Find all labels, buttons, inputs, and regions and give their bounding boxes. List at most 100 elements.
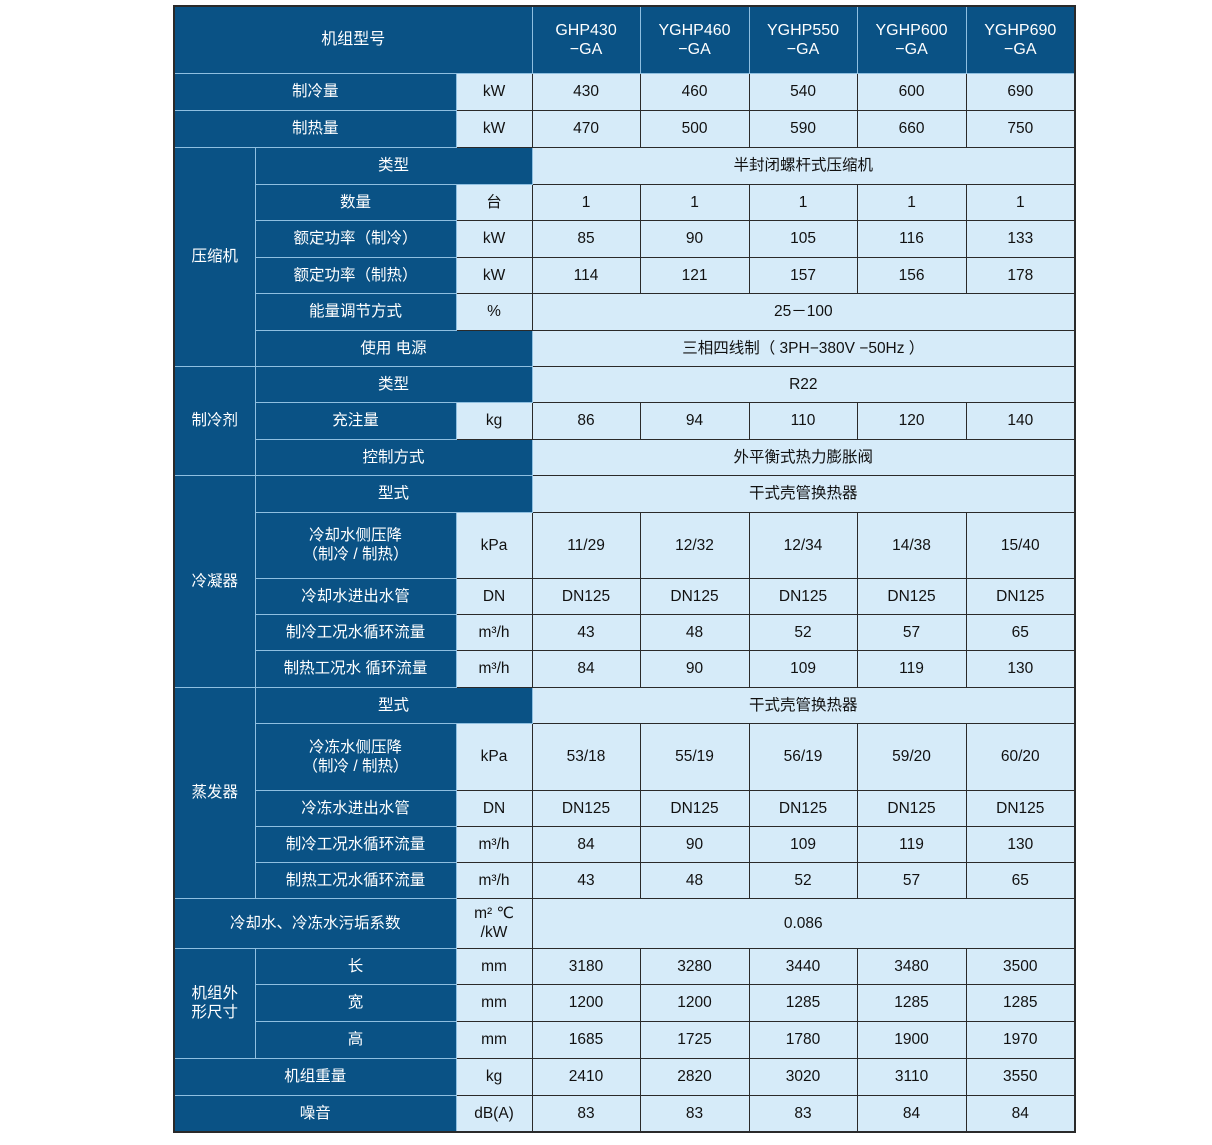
table-row: 额定功率（制热） kW 114 121 157 156 178 — [174, 256, 1076, 294]
spec-table: 机组型号 GHP430 −GA YGHP460 −GA YGHP550 −GA YGHP… — [173, 5, 1077, 1133]
unit-cell: m³/h — [455, 649, 533, 688]
value-cell: 3180 — [531, 947, 641, 985]
row-label: 冷冻水进出水管 — [254, 789, 457, 827]
table-row: 冷冻水侧压降 （制冷 / 制热） kPa 53/18 55/19 56/19 59/20 6… — [174, 722, 1076, 791]
table-row: 制热工况水 循环流量 m³/h 84 90 109 119 130 — [174, 649, 1076, 688]
value-cell: 600 — [856, 72, 967, 111]
value-cell: DN125 — [531, 577, 641, 615]
value-cell: DN125 — [748, 789, 858, 827]
row-label: 型式 — [254, 686, 533, 724]
unit-cell: kg — [455, 1057, 533, 1096]
value-cell: 1285 — [965, 983, 1076, 1022]
unit-cell: kW — [455, 72, 533, 111]
value-cell: 11/29 — [531, 511, 641, 579]
value-cell: 156 — [856, 256, 967, 294]
value-cell: 94 — [639, 401, 750, 440]
table-row: 蒸发器 型式 干式壳管换热器 — [173, 686, 1076, 899]
value-cell: 690 — [965, 72, 1076, 111]
row-label: 长 — [254, 947, 457, 985]
unit-cell: % — [455, 292, 533, 331]
value-cell: 83 — [531, 1094, 641, 1133]
value-cell: 1780 — [748, 1020, 858, 1059]
header-model-label: 机组型号 — [173, 5, 533, 74]
value-cell: DN125 — [639, 577, 750, 615]
value-cell: 130 — [965, 825, 1076, 863]
value-cell: 57 — [856, 613, 967, 651]
unit-cell: mm — [455, 983, 533, 1022]
table-row: 数量台 1 1 1 1 1 — [174, 183, 1076, 221]
table-row: 制冷工况水循环流量 m³/h 43 48 52 57 65 — [174, 613, 1076, 651]
value-cell: DN125 — [531, 789, 641, 827]
group-label: 制冷剂 — [173, 365, 256, 476]
table-row: 机组重量 kg 2410 2820 3020 3110 3550 — [173, 1057, 1076, 1096]
value-cell: 84 — [531, 649, 641, 688]
unit-cell: m³/h — [455, 825, 533, 863]
value-cell: 52 — [748, 861, 858, 899]
value-cell: 53/18 — [531, 722, 641, 791]
value-cell: 3110 — [856, 1057, 967, 1096]
value-cell-merged: 外平衡式热力膨胀阀 — [531, 438, 1076, 476]
value-cell: 2410 — [531, 1057, 641, 1096]
table-row: 压缩机 类型 半封闭螺杆式压缩机 — [173, 146, 1076, 367]
table-row: 制冷量 kW 430 460 540 600 690 — [173, 72, 1076, 111]
value-cell: 750 — [965, 109, 1076, 148]
value-cell-merged: 0.086 — [531, 897, 1076, 949]
table-row: 制冷工况水循环流量 m³/h 84 90 109 119 130 — [174, 825, 1076, 863]
value-cell: 52 — [748, 613, 858, 651]
value-cell: 1 — [748, 183, 858, 221]
row-label: 制热工况水循环流量 — [254, 861, 457, 899]
value-cell: 85 — [531, 219, 641, 258]
model-header: YGHP460 −GA — [639, 5, 750, 74]
table-row: 冷却水、冷冻水污垢系数 m² ℃ /kW 0.086 — [173, 897, 1076, 949]
value-cell: DN125 — [965, 577, 1076, 615]
row-label: 冷却水进出水管 — [254, 577, 457, 615]
value-cell: 133 — [965, 219, 1076, 258]
value-cell: 1 — [856, 183, 967, 221]
value-cell: 48 — [639, 861, 750, 899]
value-cell: DN125 — [856, 789, 967, 827]
unit-cell: kg — [455, 401, 533, 440]
unit-cell: dB(A) — [455, 1094, 533, 1133]
value-cell: 1200 — [531, 983, 641, 1022]
value-cell: 119 — [856, 649, 967, 688]
row-label: 冷冻水侧压降 （制冷 / 制热） — [254, 722, 457, 791]
value-cell: 60/20 — [965, 722, 1076, 791]
row-label: 制冷量 — [173, 72, 457, 111]
value-cell: 130 — [965, 649, 1076, 688]
unit-cell: kW — [455, 256, 533, 294]
value-cell: 84 — [856, 1094, 967, 1133]
table-row: 噪音 dB(A) 83 83 83 84 84 — [173, 1094, 1076, 1133]
unit-cell: kPa — [455, 722, 533, 791]
unit-cell: kW — [455, 219, 533, 258]
row-label: 类型 — [254, 146, 533, 185]
row-label: 制冷工况水循环流量 — [254, 613, 457, 651]
table-row: 冷却水侧压降 （制冷 / 制热） kPa 11/29 12/32 12/34 14/38 1… — [174, 511, 1076, 579]
table-row: 制冷剂 类型 R22 — [173, 365, 1076, 476]
value-cell: 12/32 — [639, 511, 750, 579]
unit-cell: mm — [455, 1020, 533, 1059]
model-header: YGHP690 −GA — [965, 5, 1076, 74]
value-cell: 3480 — [856, 947, 967, 985]
row-label: 类型 — [254, 365, 533, 403]
table-row: 高 mm 1685 1725 1780 1900 1970 — [174, 1020, 1076, 1059]
value-cell: 90 — [639, 649, 750, 688]
value-cell: 43 — [531, 613, 641, 651]
value-cell-merged: R22 — [531, 365, 1076, 403]
unit-cell: DN — [455, 577, 533, 615]
row-label: 额定功率（制冷） — [254, 219, 457, 258]
value-cell: 90 — [639, 219, 750, 258]
value-cell: 3500 — [965, 947, 1076, 985]
value-cell: DN125 — [639, 789, 750, 827]
table-row: 制热量 kW 470 500 590 660 750 — [173, 109, 1076, 148]
value-cell: 83 — [639, 1094, 750, 1133]
value-cell: 1 — [965, 183, 1076, 221]
value-cell: 121 — [639, 256, 750, 294]
value-cell: 84 — [965, 1094, 1076, 1133]
row-label: 制热工况水 循环流量 — [254, 649, 457, 688]
value-cell-merged: 干式壳管换热器 — [531, 686, 1076, 724]
value-cell-merged: 半封闭螺杆式压缩机 — [531, 146, 1076, 185]
value-cell: 1 — [531, 183, 641, 221]
value-cell: 109 — [748, 825, 858, 863]
value-cell: DN125 — [965, 789, 1076, 827]
unit-cell: mm — [455, 947, 533, 985]
